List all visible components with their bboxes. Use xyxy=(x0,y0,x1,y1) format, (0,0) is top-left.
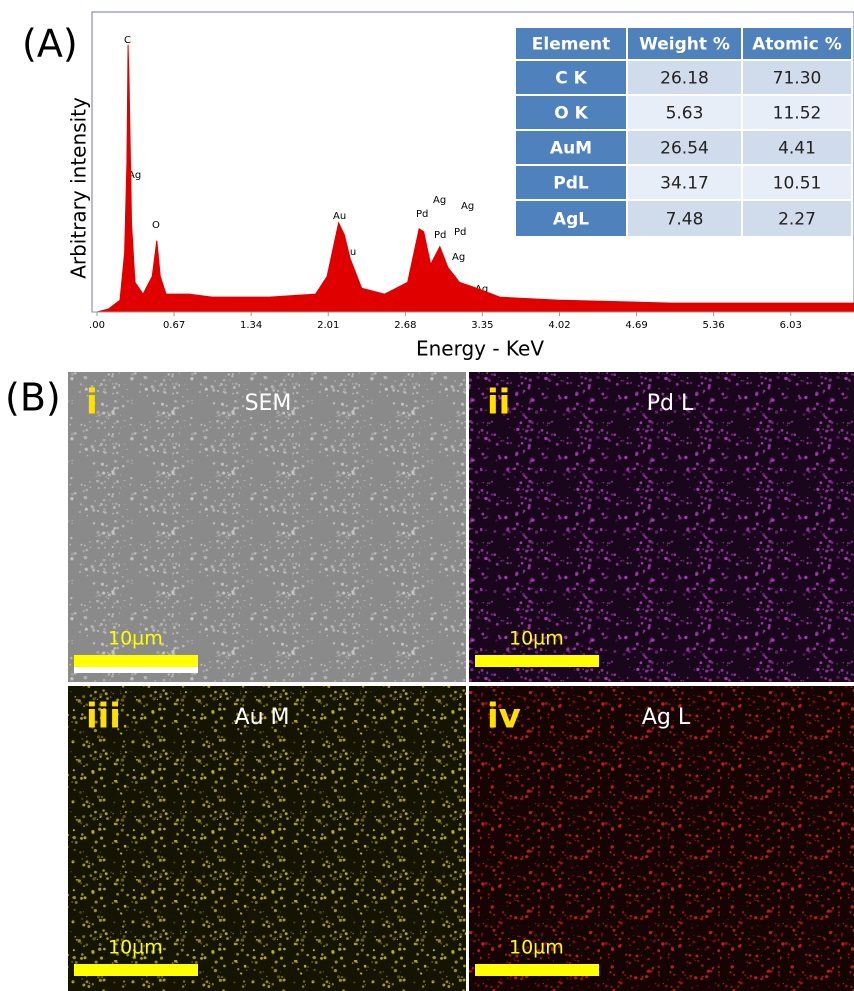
panel-index: i xyxy=(86,383,98,423)
scale-bar-underline xyxy=(74,667,198,673)
peak-label: Au xyxy=(333,211,346,222)
scale-bar xyxy=(475,655,599,667)
table-text: 71.30 xyxy=(773,69,822,89)
x-tick-label: 6.03 xyxy=(780,320,802,331)
table-cell xyxy=(741,199,853,238)
table-cell xyxy=(741,94,853,131)
table-header: Element xyxy=(532,35,610,55)
table-text: 5.63 xyxy=(666,104,704,124)
table-header: Atomic % xyxy=(752,35,842,55)
peak-labels: C Ag O Au Au Pd Ag Ag Pd Pd Ag Pd Ag xyxy=(124,35,488,295)
table-text: 26.54 xyxy=(660,139,709,159)
table-cell xyxy=(514,164,628,201)
map-title: Pd L xyxy=(647,391,694,416)
scale-bar xyxy=(74,964,198,976)
table-cell xyxy=(741,59,853,96)
table-text: 4.41 xyxy=(778,139,816,159)
peak-label: Pd xyxy=(454,227,466,238)
map-title: Au M xyxy=(235,705,290,730)
spectrum xyxy=(96,44,854,313)
table-text: 34.17 xyxy=(660,174,709,194)
table-cell xyxy=(741,26,853,61)
y-axis-label: Arbitrary intensity xyxy=(67,97,91,279)
x-tick-label: 3.35 xyxy=(471,320,493,331)
table-cell xyxy=(626,164,743,201)
scale-label: 10µm xyxy=(108,628,163,650)
x-tick-label: 4.02 xyxy=(548,320,570,331)
micrograph xyxy=(68,372,466,682)
peak-label: Ag xyxy=(433,195,446,206)
table-cell xyxy=(626,94,743,131)
panel-index: iv xyxy=(487,697,521,737)
x-tick-label: 4.69 xyxy=(625,320,647,331)
panel-label: (A) xyxy=(22,22,78,66)
table-text: 26.18 xyxy=(660,69,709,89)
peak-label: C xyxy=(124,35,131,46)
micrograph xyxy=(68,686,466,991)
scale-bar xyxy=(475,964,599,976)
peak-label: Ag xyxy=(461,201,474,212)
table-text: 7.48 xyxy=(666,210,704,230)
table-text: 10.51 xyxy=(773,174,822,194)
peak-label: Ag xyxy=(452,252,465,263)
micrograph xyxy=(469,372,854,682)
x-tick-label: 2.01 xyxy=(317,320,339,331)
peak-label: Au xyxy=(343,247,356,258)
table-text: AuM xyxy=(550,139,592,159)
table-text: 2.27 xyxy=(778,210,816,230)
x-axis-label: Energy - KeV xyxy=(416,337,544,361)
map-title: SEM xyxy=(245,391,292,416)
table-cell xyxy=(626,199,743,238)
scale-label: 10µm xyxy=(509,937,564,959)
x-tick-label: 2.68 xyxy=(394,320,416,331)
x-tick-label: 1.34 xyxy=(240,320,262,331)
peak-label: O xyxy=(152,220,160,231)
table-cell xyxy=(741,129,853,166)
table-text: O K xyxy=(554,104,588,124)
table-cell xyxy=(514,59,628,96)
table-text: PdL xyxy=(553,174,589,194)
table-header: Weight % xyxy=(639,35,730,55)
table-cell xyxy=(514,199,628,238)
peak-label: Ag xyxy=(128,170,141,181)
panel-index: iii xyxy=(86,697,121,737)
scale-bar xyxy=(74,655,198,667)
x-tick-label: 5.36 xyxy=(703,320,725,331)
peak-label: Pd xyxy=(434,230,446,241)
panel-index: ii xyxy=(487,383,510,423)
map-title: Ag L xyxy=(642,705,691,730)
table-cell xyxy=(626,59,743,96)
scale-label: 10µm xyxy=(108,937,163,959)
table: Element Weight % Atomic % C K 26.18 71.30 O K 5… xyxy=(514,26,853,238)
peak-label: Pd xyxy=(416,209,428,220)
peak-label: Ag xyxy=(475,284,488,295)
micrograph xyxy=(469,686,854,991)
table-text: AgL xyxy=(553,210,589,230)
scale-label: 10µm xyxy=(509,628,564,650)
x-tick-label: 0.67 xyxy=(163,320,185,331)
table-text: 11.52 xyxy=(773,104,822,124)
table-cell xyxy=(514,26,628,61)
x-tick-label: .00 xyxy=(89,320,105,331)
table-text: C K xyxy=(555,69,587,89)
panel-label: (B) xyxy=(5,376,61,420)
